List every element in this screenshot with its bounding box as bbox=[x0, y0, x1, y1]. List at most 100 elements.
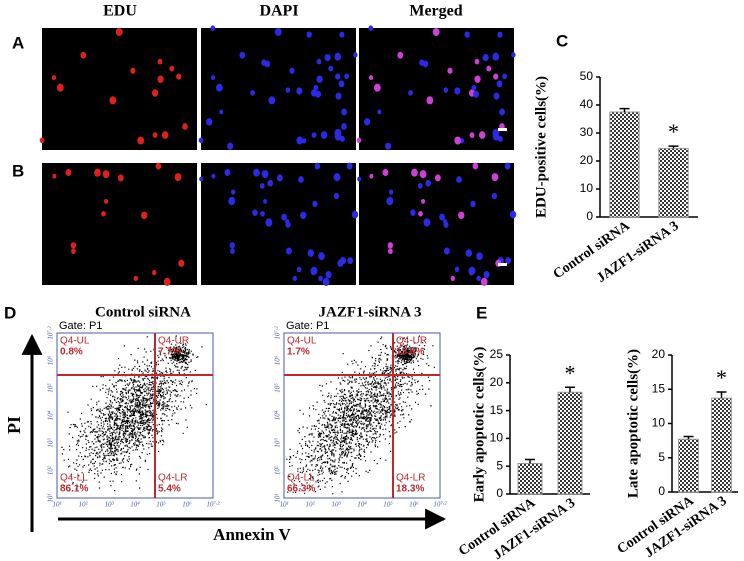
nucleus bbox=[382, 168, 389, 177]
nucleus bbox=[101, 210, 106, 217]
y-tick-label: 30 bbox=[580, 125, 594, 139]
nucleus bbox=[310, 266, 318, 276]
nucleus bbox=[285, 87, 291, 93]
nucleus bbox=[313, 84, 319, 91]
bar bbox=[609, 111, 640, 218]
nucleus bbox=[133, 275, 138, 282]
x-tick-label: 10⁶ bbox=[409, 501, 419, 509]
nucleus bbox=[385, 142, 392, 150]
y-tick-label: 10⁵ bbox=[274, 383, 282, 393]
x-tick-label: 10⁴ bbox=[130, 501, 140, 509]
nucleus bbox=[274, 27, 282, 37]
micrograph bbox=[42, 28, 197, 150]
nucleus bbox=[155, 162, 162, 170]
nucleus bbox=[163, 277, 171, 286]
nucleus bbox=[211, 173, 216, 179]
nucleus bbox=[253, 168, 260, 177]
nucleus bbox=[423, 218, 431, 227]
nucleus bbox=[496, 80, 503, 88]
nucleus bbox=[157, 58, 163, 65]
panel-label: E bbox=[476, 303, 487, 322]
y-tick-label: 10⁴ bbox=[47, 410, 55, 420]
nucleus bbox=[224, 168, 231, 177]
nucleus bbox=[493, 73, 499, 80]
bar bbox=[517, 462, 543, 495]
y-axis-label: Early apoptotic cells(%) bbox=[471, 347, 487, 503]
nucleus bbox=[39, 137, 45, 144]
nucleus bbox=[227, 142, 234, 150]
nucleus bbox=[353, 52, 358, 58]
nucleus bbox=[322, 277, 330, 286]
nucleus bbox=[478, 131, 486, 139]
y-tick-label: 15 bbox=[490, 403, 504, 417]
y-tick-label: 10⁷·² bbox=[274, 325, 282, 339]
nucleus bbox=[408, 90, 413, 96]
nucleus bbox=[482, 53, 489, 62]
micrograph bbox=[42, 163, 197, 285]
error-bar bbox=[668, 145, 679, 149]
y-tick-label: 10 bbox=[580, 181, 594, 195]
nucleus bbox=[314, 162, 321, 170]
micrograph bbox=[201, 28, 356, 150]
nucleus bbox=[250, 90, 255, 96]
nucleus bbox=[387, 242, 394, 249]
nucleus bbox=[388, 248, 393, 255]
error-bar bbox=[619, 107, 630, 112]
x-tick-label: 10³ bbox=[104, 501, 114, 509]
y-tick-label: 10¹ bbox=[274, 493, 282, 502]
quadrant-name: Q4-LL bbox=[287, 473, 315, 484]
x-tick-label: 10¹ bbox=[279, 501, 288, 509]
y-tick-label: 40 bbox=[580, 97, 594, 111]
gate-label: Gate: P1 bbox=[59, 320, 102, 332]
nucleus bbox=[333, 192, 340, 200]
y-axis-label: PI bbox=[4, 416, 24, 434]
nucleus bbox=[334, 52, 342, 61]
nucleus bbox=[320, 131, 328, 139]
nucleus bbox=[483, 271, 490, 279]
nucleus bbox=[356, 137, 362, 144]
y-tick-label: 0 bbox=[496, 486, 503, 500]
nucleus bbox=[219, 109, 224, 115]
nucleus bbox=[104, 198, 109, 204]
nucleus bbox=[267, 179, 274, 187]
nucleus bbox=[411, 168, 418, 177]
y-tick-label: 10⁷·² bbox=[47, 325, 55, 339]
quadrant-name: Q4-LL bbox=[60, 473, 88, 484]
significance: * bbox=[716, 365, 727, 390]
x-tick-label: 10⁴ bbox=[357, 501, 367, 509]
nucleus bbox=[130, 67, 136, 74]
nucleus bbox=[335, 92, 342, 100]
nucleus bbox=[454, 136, 462, 145]
quadrant-percent: 0.8% bbox=[60, 347, 83, 358]
nucleus bbox=[419, 170, 427, 179]
nucleus bbox=[472, 162, 479, 170]
y-tick-label: 10⁶ bbox=[47, 355, 55, 365]
nucleus bbox=[259, 183, 265, 189]
y-tick-label: 15 bbox=[652, 381, 666, 395]
nucleus bbox=[425, 179, 432, 187]
scale-bar bbox=[498, 128, 507, 131]
quadrant-percent: 66.3% bbox=[287, 484, 315, 495]
nucleus bbox=[239, 51, 246, 59]
y-tick-label: 0 bbox=[586, 209, 593, 223]
nucleus bbox=[265, 218, 273, 227]
flow-title: JAZF1-siRNA 3 bbox=[319, 304, 422, 320]
quadrant-name: Q4-UL bbox=[287, 336, 317, 347]
nucleus bbox=[328, 65, 334, 72]
nucleus bbox=[491, 192, 498, 200]
nucleus bbox=[491, 173, 499, 182]
bar bbox=[711, 397, 732, 493]
bar bbox=[678, 438, 699, 493]
quadrant-percent: 5.4% bbox=[158, 484, 181, 495]
quadrant-percent: 7.7% bbox=[158, 347, 181, 358]
nucleus bbox=[339, 31, 345, 38]
nucleus bbox=[206, 118, 213, 126]
nucleus bbox=[137, 136, 145, 145]
nucleus bbox=[285, 219, 290, 225]
x-tick-label: 10⁶ bbox=[182, 501, 192, 509]
nucleus bbox=[505, 257, 512, 265]
nucleus bbox=[151, 89, 159, 97]
nucleus bbox=[443, 219, 448, 225]
nucleus bbox=[434, 174, 441, 182]
image-title: Merged bbox=[409, 3, 462, 20]
